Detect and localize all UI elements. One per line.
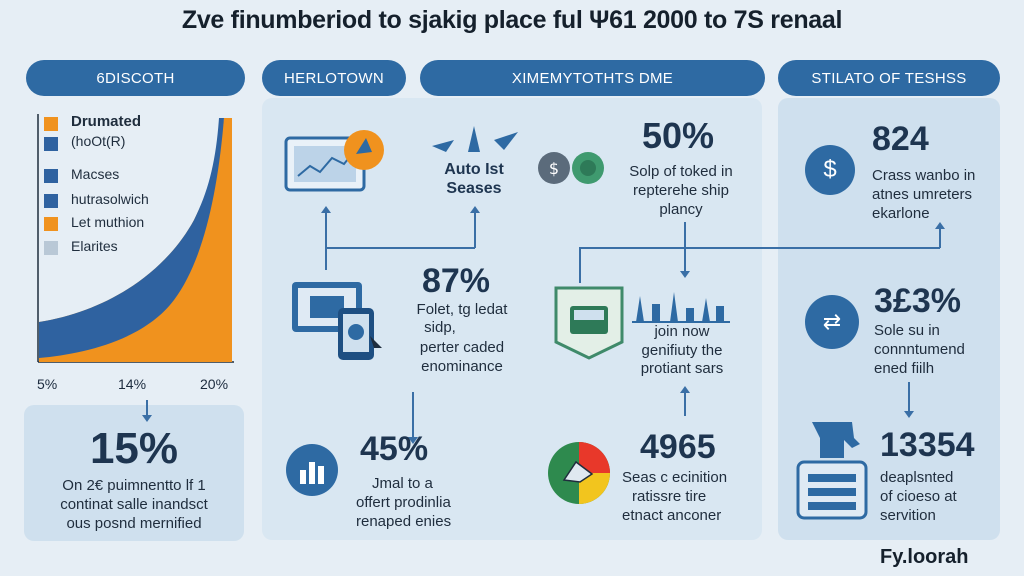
stat-4965-line3: etnact anconer bbox=[622, 507, 722, 524]
legend-label-4: Let muthion bbox=[71, 214, 145, 230]
stat-50-value: 50% bbox=[641, 115, 715, 156]
stat-15-line1: On 2€ puimnentto lf 1 bbox=[62, 477, 206, 494]
header-pill-3: XIMEMYTOTHTS DME bbox=[420, 60, 765, 96]
join-line1: join now bbox=[654, 323, 710, 340]
header-pill-4: STILATO OF TESHSS bbox=[778, 60, 1000, 96]
legend-swatch-2 bbox=[44, 137, 58, 151]
stat-50-line3: plancy bbox=[659, 201, 703, 218]
dashboard-monitor-icon bbox=[284, 128, 394, 198]
stat-824-line1: Crass wanbo in bbox=[872, 167, 976, 184]
airplane-icon bbox=[424, 122, 524, 162]
legend-label-5: Elarites bbox=[71, 238, 118, 254]
connector-7 bbox=[680, 386, 690, 416]
growth-chart bbox=[24, 100, 246, 370]
stat-824-value: 824 bbox=[872, 120, 929, 158]
stat-87-value: 87% bbox=[421, 262, 491, 300]
footer-brand: Fy.loorah bbox=[880, 546, 969, 568]
stat-45-line1: Jmal to a bbox=[372, 475, 433, 492]
pie-globe-icon bbox=[546, 440, 612, 506]
stat-87-line1: Folet, tg ledat bbox=[416, 301, 508, 318]
connector-6 bbox=[408, 392, 418, 444]
laptop-icon bbox=[288, 278, 388, 368]
chart-area-orange bbox=[39, 118, 232, 362]
join-line3: protiant sars bbox=[640, 360, 724, 377]
stat-824-line2: atnes umreters bbox=[872, 186, 973, 203]
legend-swatch-1 bbox=[44, 117, 58, 131]
stat-313-line2: connntumend bbox=[874, 341, 965, 358]
x-tick-2: 14% bbox=[118, 376, 147, 392]
legend-swatch-4 bbox=[44, 194, 58, 208]
connector-2 bbox=[470, 206, 480, 248]
connector-4 bbox=[680, 222, 690, 278]
city-bus-icon bbox=[552, 282, 732, 362]
stat-4965-value: 4965 bbox=[640, 428, 716, 466]
connector-3h bbox=[580, 247, 940, 249]
header-pill-2: HERLOTOWN bbox=[262, 60, 406, 96]
stat-87-line3: perter caded bbox=[419, 339, 505, 356]
connector-3 bbox=[935, 222, 945, 248]
exchange-icon: ⇄ bbox=[805, 295, 859, 349]
legend-label-1: Drumated bbox=[71, 113, 142, 130]
legend-label-1b: (hoOt(R) bbox=[71, 133, 126, 149]
stat-45-line2: offert prodinlia bbox=[356, 494, 451, 511]
stat-50-line2: repterehe ship bbox=[633, 182, 729, 199]
stat-313-line1: Sole su in bbox=[874, 322, 940, 339]
stat-15-line3: ous posnd mernified bbox=[66, 515, 202, 532]
auto-line1: Auto Ist bbox=[444, 161, 504, 178]
stat-15-value: 15% bbox=[89, 424, 179, 473]
stat-4965-line1: Seas c ecinition bbox=[622, 469, 728, 486]
legend-swatch-5 bbox=[44, 217, 58, 231]
chart-area-blue bbox=[39, 118, 224, 362]
join-line2: genifiuty the bbox=[641, 342, 723, 359]
svg-text:$: $ bbox=[549, 159, 559, 178]
stat-87-line2: sidp, bbox=[424, 319, 456, 336]
chart-bars-icon bbox=[286, 444, 338, 496]
stat-45-value: 45% bbox=[360, 430, 429, 468]
stat-45-line3: renaped enies bbox=[356, 513, 452, 530]
page-title: Zve finumberiod to sjakig place ful Ψ61 … bbox=[181, 6, 843, 34]
coins-icon: $ bbox=[536, 148, 616, 188]
header-pill-1: 6DISCOTH bbox=[26, 60, 245, 96]
stat-313-line3: ened fiilh bbox=[874, 360, 935, 377]
x-tick-3: 20% bbox=[200, 376, 229, 392]
stat-13354-line2: of cioeso at bbox=[880, 488, 957, 505]
x-tick-1: 5% bbox=[37, 376, 58, 392]
dollar-icon: $ bbox=[805, 145, 855, 195]
stat-50-line1: Solp of toked in bbox=[629, 163, 733, 180]
connector-5 bbox=[579, 247, 581, 283]
connector-8 bbox=[904, 382, 914, 418]
connector-1 bbox=[321, 206, 331, 270]
stat-13354-line1: deaplsnted bbox=[880, 469, 954, 486]
stat-15-line2: continat salle inandsct bbox=[60, 496, 208, 513]
legend-swatch-6 bbox=[44, 241, 58, 255]
stat-13354-value: 13354 bbox=[880, 426, 975, 464]
growth-chart-svg bbox=[37, 114, 234, 363]
legend-label-2: Macses bbox=[71, 166, 120, 182]
legend-swatch-3 bbox=[44, 169, 58, 183]
connector-chart-to-stat bbox=[142, 400, 152, 422]
auto-line2: Seases bbox=[446, 180, 502, 197]
legend-label-3: hutrasolwich bbox=[71, 191, 149, 207]
stat-15-panel bbox=[24, 405, 244, 541]
stat-313-value: 3£3% bbox=[874, 282, 961, 320]
auto-label: Auto Ist Seases bbox=[414, 160, 534, 198]
connector-1h bbox=[325, 247, 475, 249]
stat-13354-line3: servition bbox=[880, 507, 936, 524]
stat-87-line4: enominance bbox=[421, 358, 503, 375]
dispenser-icon bbox=[792, 418, 872, 522]
stat-824-line3: ekarlone bbox=[872, 205, 930, 222]
stat-4965-line2: ratissre tire bbox=[632, 488, 707, 505]
